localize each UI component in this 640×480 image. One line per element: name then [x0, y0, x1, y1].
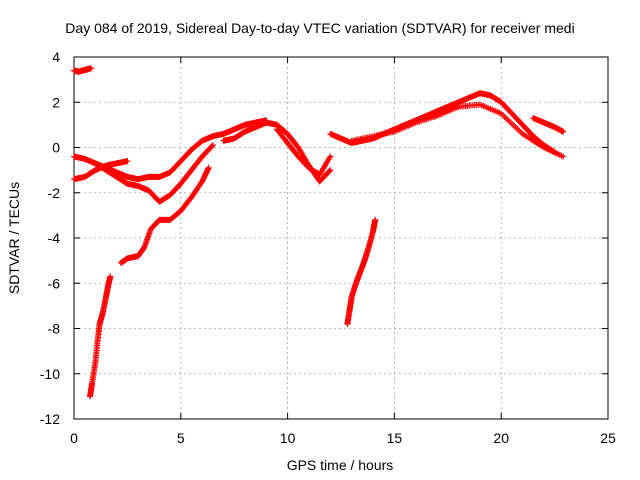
series-pass-3 — [71, 158, 131, 183]
x-tick-label: 0 — [70, 430, 78, 446]
y-axis-label: SDTVAR / TECUs — [6, 182, 22, 294]
data-point — [372, 216, 379, 223]
y-tick-label: -12 — [40, 411, 60, 427]
chart-title: Day 084 of 2019, Sidereal Day-to-day VTE… — [65, 20, 574, 36]
data-point — [560, 153, 567, 160]
series-pass-8 — [273, 126, 334, 178]
data-point — [327, 153, 334, 160]
x-tick-label: 15 — [387, 430, 403, 446]
data-point — [124, 158, 131, 165]
x-tick-labels: 0 5 10 15 20 25 — [70, 430, 616, 446]
series-pass-2 — [71, 117, 270, 183]
data-point — [209, 142, 216, 149]
series-pass-12 — [344, 216, 379, 327]
data-point — [326, 168, 333, 175]
data-point — [560, 128, 567, 135]
series-pass-5 — [117, 164, 212, 266]
data-point — [107, 273, 114, 280]
grid — [74, 57, 608, 419]
series-pass-9 — [327, 90, 558, 156]
data-points — [71, 65, 567, 400]
x-tick-label: 10 — [280, 430, 296, 446]
y-tick-label: 2 — [52, 94, 60, 110]
series-pass-1 — [71, 65, 95, 75]
y-tick-label: -8 — [48, 321, 61, 337]
series-pass-11 — [530, 115, 567, 135]
y-tick-label: -4 — [48, 230, 61, 246]
data-point — [88, 65, 95, 72]
y-tick-label: -6 — [48, 275, 61, 291]
y-tick-label: 4 — [52, 49, 60, 65]
axis-ticks — [73, 56, 609, 420]
series-pass-4 — [92, 142, 216, 205]
data-point — [205, 164, 212, 171]
y-tick-label: -10 — [40, 366, 60, 382]
series-pass-6 — [87, 273, 114, 400]
y-tick-labels: -12 -10 -8 -6 -4 -2 0 2 4 — [40, 49, 60, 427]
x-axis-label: GPS time / hours — [287, 457, 394, 473]
data-point — [327, 167, 334, 174]
y-tick-label: 0 — [52, 140, 60, 156]
y-tick-label: -2 — [48, 185, 61, 201]
x-tick-label: 25 — [600, 430, 616, 446]
data-point — [208, 143, 215, 150]
series-pass-10 — [348, 101, 567, 160]
x-tick-label: 5 — [177, 430, 185, 446]
x-tick-label: 20 — [493, 430, 509, 446]
